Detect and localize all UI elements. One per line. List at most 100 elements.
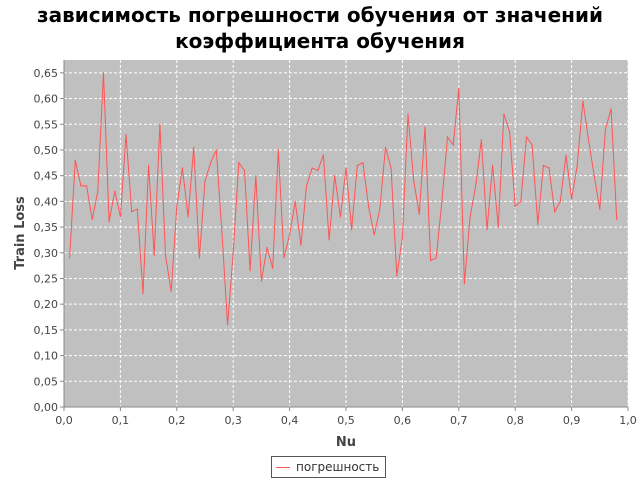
data-point bbox=[210, 162, 212, 164]
data-point bbox=[554, 211, 556, 213]
data-point bbox=[616, 218, 618, 220]
data-point bbox=[356, 164, 358, 166]
data-point bbox=[300, 244, 302, 246]
data-point bbox=[243, 169, 246, 172]
data-point bbox=[413, 180, 415, 182]
data-point bbox=[390, 167, 392, 169]
data-point bbox=[255, 175, 257, 177]
data-point bbox=[193, 146, 195, 148]
x-tick-label: 0,2 bbox=[168, 414, 186, 427]
data-point bbox=[441, 200, 443, 202]
y-tick-label: 0,15 bbox=[34, 324, 59, 337]
data-point bbox=[148, 164, 150, 166]
data-point bbox=[587, 139, 590, 141]
data-point bbox=[232, 252, 234, 254]
data-point bbox=[480, 139, 482, 141]
y-tick-label: 0,40 bbox=[34, 195, 59, 208]
data-point bbox=[142, 293, 144, 295]
data-point bbox=[119, 216, 121, 218]
data-point bbox=[204, 180, 206, 182]
data-point bbox=[69, 257, 71, 259]
data-point bbox=[260, 280, 262, 282]
y-tick-label: 0,45 bbox=[34, 170, 59, 183]
y-tick-label: 0,30 bbox=[34, 247, 59, 260]
data-point bbox=[131, 211, 133, 213]
data-point bbox=[249, 270, 251, 272]
data-point bbox=[351, 229, 353, 231]
data-point bbox=[525, 136, 528, 138]
y-tick-label: 0,35 bbox=[34, 221, 59, 234]
data-point bbox=[345, 167, 347, 169]
data-point bbox=[486, 229, 488, 231]
y-tick-label: 0,05 bbox=[34, 375, 59, 388]
x-tick-label: 1,0 bbox=[619, 414, 637, 427]
data-point bbox=[328, 239, 330, 241]
data-point bbox=[170, 290, 172, 292]
data-point bbox=[176, 205, 178, 208]
x-tick-label: 0,1 bbox=[112, 414, 130, 427]
data-point bbox=[317, 169, 319, 172]
data-point bbox=[379, 208, 381, 210]
data-point bbox=[469, 216, 471, 218]
data-point bbox=[362, 162, 364, 164]
data-point bbox=[215, 149, 217, 151]
data-point bbox=[283, 257, 285, 259]
data-point bbox=[80, 185, 82, 187]
x-axis: 0,0 0,1 0,2 0,3 0,4 0,5 0,6 0,7 0,8 0,9 1,0 bbox=[55, 406, 637, 427]
y-tick-label: 0,10 bbox=[34, 350, 59, 363]
data-point bbox=[418, 213, 420, 215]
data-point bbox=[503, 113, 505, 115]
x-tick-label: 0,8 bbox=[506, 414, 524, 427]
x-tick-label: 0,4 bbox=[281, 414, 299, 427]
data-point bbox=[537, 223, 539, 226]
data-point bbox=[181, 167, 183, 169]
chart-title: зависимость погрешности обучения от знач… bbox=[0, 2, 640, 54]
data-point bbox=[565, 154, 567, 156]
data-point bbox=[509, 131, 511, 133]
legend-swatch bbox=[276, 466, 290, 468]
data-point bbox=[599, 208, 601, 210]
data-point bbox=[475, 185, 477, 187]
data-point bbox=[272, 267, 274, 269]
data-point bbox=[74, 159, 76, 161]
y-tick-label: 0,20 bbox=[34, 298, 59, 311]
data-point bbox=[424, 126, 426, 128]
data-point bbox=[221, 231, 223, 233]
data-point bbox=[339, 216, 341, 218]
data-point bbox=[548, 167, 550, 169]
y-tick-label: 0,55 bbox=[34, 118, 59, 131]
data-point bbox=[446, 136, 449, 138]
data-point bbox=[294, 200, 296, 202]
data-point bbox=[86, 185, 88, 187]
y-tick-label: 0,25 bbox=[34, 272, 59, 285]
chart-title-line-1: зависимость погрешности обучения от знач… bbox=[37, 3, 603, 27]
data-point bbox=[125, 133, 127, 136]
chart-title-line-2: коэффициента обучения bbox=[175, 29, 465, 53]
y-tick-label: 0,50 bbox=[34, 144, 59, 157]
data-point bbox=[198, 257, 200, 259]
data-point bbox=[91, 218, 93, 220]
data-point bbox=[531, 144, 533, 146]
y-axis-label: Train Loss bbox=[13, 196, 28, 270]
legend: погрешность bbox=[271, 456, 387, 478]
data-point bbox=[238, 162, 240, 164]
data-point bbox=[334, 175, 336, 177]
y-axis: 0,00 0,05 0,10 0,15 0,20 0,25 0,30 0,35 0,40 0,45… bbox=[34, 60, 65, 414]
data-point bbox=[452, 144, 454, 146]
data-point bbox=[159, 123, 161, 125]
data-point bbox=[384, 146, 387, 148]
data-point bbox=[373, 234, 375, 236]
data-point bbox=[582, 100, 584, 102]
data-point bbox=[277, 149, 279, 151]
y-tick-label: 0,00 bbox=[34, 401, 59, 414]
data-point bbox=[520, 200, 522, 202]
data-point bbox=[136, 208, 138, 210]
legend-label: погрешность bbox=[296, 460, 380, 474]
data-point bbox=[187, 216, 189, 218]
series-line-pogreshnost bbox=[69, 72, 618, 325]
data-points bbox=[69, 72, 618, 326]
data-point bbox=[266, 247, 268, 249]
y-tick-label: 0,65 bbox=[34, 67, 59, 80]
data-point bbox=[458, 87, 460, 89]
data-point bbox=[97, 190, 99, 192]
